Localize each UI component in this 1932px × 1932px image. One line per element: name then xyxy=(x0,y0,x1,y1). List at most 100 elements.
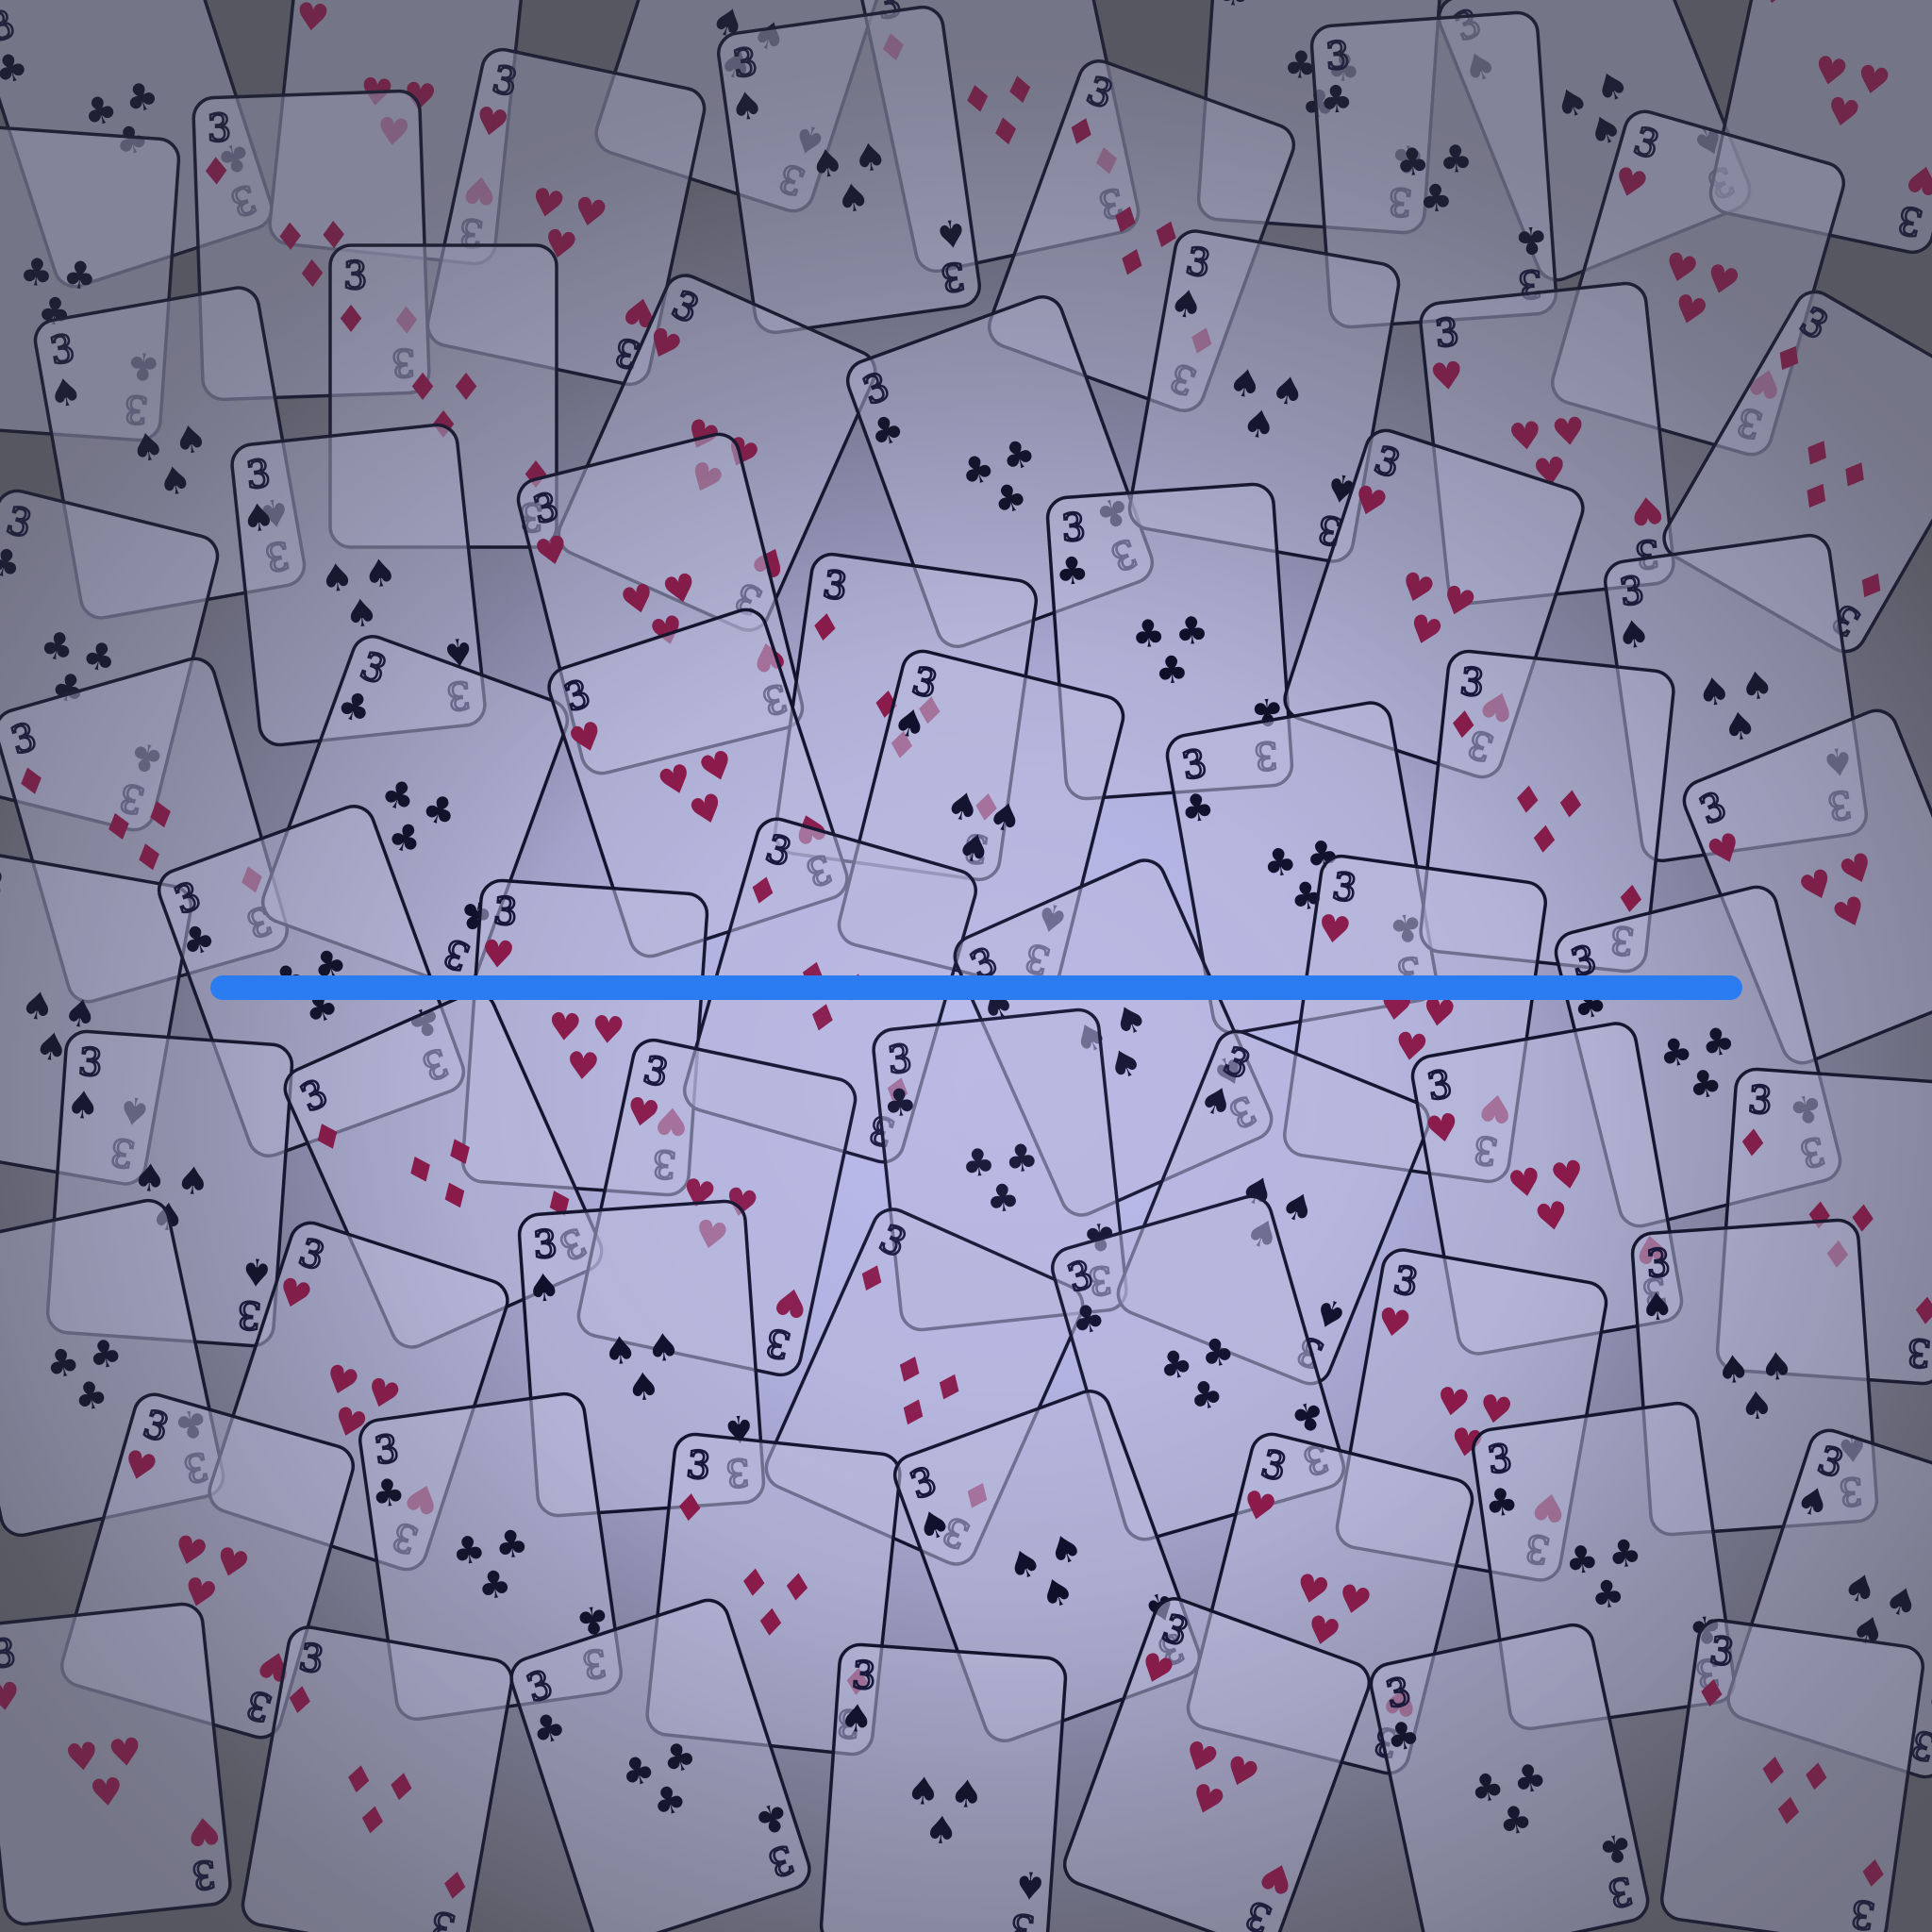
card-rank-label: 3 xyxy=(207,107,232,151)
diamonds-icon: ♦ xyxy=(752,1600,790,1646)
clubs-icon: ♣ xyxy=(1054,549,1091,594)
spades-icon: ♠ xyxy=(1720,703,1759,751)
hearts-icon: ♥ xyxy=(1628,487,1666,533)
card-face xyxy=(1369,1623,1650,1932)
clubs-icon: ♣ xyxy=(1003,1136,1041,1182)
clubs-icon: ♣ xyxy=(1438,137,1474,182)
spades-icon: ♠ xyxy=(905,1769,941,1814)
hearts-icon: ♥ xyxy=(564,1044,601,1090)
hearts-icon: ♥ xyxy=(590,1008,626,1054)
spades-icon: ♠ xyxy=(1239,401,1279,450)
clubs-icon: ♣ xyxy=(369,1470,408,1518)
diamonds-icon: ♦ xyxy=(381,1764,422,1813)
diamonds-icon: ♦ xyxy=(1754,1748,1793,1796)
card-rank-label: 3 xyxy=(886,1037,914,1082)
card-rank-label: 3 xyxy=(343,255,367,298)
clubs-icon: ♣ xyxy=(475,1561,514,1609)
diamonds-icon: ♦ xyxy=(435,1859,475,1908)
diamonds-icon: ♦ xyxy=(778,1565,816,1611)
spades-icon: ♠ xyxy=(948,1773,985,1818)
hearts-icon: ♥ xyxy=(1532,1193,1573,1242)
clubs-icon: ♣ xyxy=(1588,1571,1627,1619)
card-rank-label: 3 xyxy=(1645,1241,1673,1287)
spades-icon: ♠ xyxy=(239,1248,275,1293)
spades-icon: ♠ xyxy=(1739,1384,1775,1429)
clubs-icon: ♣ xyxy=(959,1141,997,1187)
diamonds-icon: ♦ xyxy=(1854,1848,1893,1896)
card-rank-label: 3 xyxy=(244,452,273,497)
spades-icon: ♠ xyxy=(131,1156,168,1201)
card-rank-label: 3 xyxy=(1433,310,1461,356)
spades-icon: ♠ xyxy=(1614,611,1654,659)
diamonds-icon: ♦ xyxy=(1908,1286,1932,1331)
spades-icon: ♠ xyxy=(1758,1344,1795,1390)
card-rank-label: 3 xyxy=(236,1291,263,1337)
diamonds-icon: ♦ xyxy=(1612,874,1650,920)
spades-icon: ♠ xyxy=(1694,669,1734,717)
hearts-icon: ♥ xyxy=(0,1674,23,1721)
hearts-icon: ♥ xyxy=(185,1807,223,1854)
spades-icon: ♠ xyxy=(931,208,971,257)
clubs-icon: ♣ xyxy=(1154,648,1191,693)
card-rank-label: 3 xyxy=(492,890,520,935)
diamonds-icon: ♦ xyxy=(338,1757,378,1806)
hearts-icon: ♥ xyxy=(1432,1379,1473,1428)
clubs-icon: ♣ xyxy=(1177,784,1218,833)
clubs-icon: ♣ xyxy=(1562,1537,1602,1585)
card-face xyxy=(1659,1618,1925,1932)
spades-icon: ♠ xyxy=(851,134,891,182)
card-face xyxy=(819,1642,1068,1932)
spades-icon: ♠ xyxy=(625,1365,662,1410)
card-rank-label: 3 xyxy=(1457,660,1486,706)
clubs-icon: ♣ xyxy=(984,1175,1022,1222)
card-rank-label: 3 xyxy=(1009,1905,1037,1932)
spades-icon: ♠ xyxy=(175,1159,211,1205)
spades-icon: ♠ xyxy=(127,424,168,473)
spades-icon: ♠ xyxy=(240,495,277,541)
card-rank-label: 3 xyxy=(77,1041,105,1086)
playing-card: 33♣♣♣♣♣ xyxy=(1309,10,1558,329)
clubs-icon: ♣ xyxy=(1513,217,1550,262)
diamonds-icon: ♦ xyxy=(449,366,483,409)
playing-card: 33♣♣♣♣♣ xyxy=(509,1598,811,1932)
playing-card: 33♥♥♥♥♥ xyxy=(1062,1597,1372,1932)
card-rank-label: 3 xyxy=(532,1223,559,1268)
clubs-icon: ♣ xyxy=(1215,0,1252,16)
card-rank-label: 3 xyxy=(0,1631,18,1676)
spades-icon: ♠ xyxy=(45,369,86,418)
spades-icon: ♠ xyxy=(1715,1347,1752,1392)
spades-icon: ♠ xyxy=(64,1083,101,1128)
clubs-icon: ♣ xyxy=(61,254,98,299)
spades-icon: ♠ xyxy=(170,416,210,465)
hearts-icon: ♥ xyxy=(1374,1299,1414,1348)
card-rank-label: 3 xyxy=(1906,1329,1932,1374)
card-face xyxy=(509,1598,811,1932)
card-rank-label: 3 xyxy=(684,1443,712,1489)
diamonds-icon: ♦ xyxy=(1796,1754,1836,1802)
diamonds-icon: ♦ xyxy=(1734,1121,1771,1166)
spades-icon: ♠ xyxy=(1738,662,1777,710)
playing-card: 33♥♥♥♥♥ xyxy=(0,1602,232,1926)
clubs-icon: ♣ xyxy=(18,250,55,295)
spades-icon: ♠ xyxy=(1012,1861,1049,1907)
playing-card: 33♦♦♦♦♦ xyxy=(1659,1618,1925,1932)
diamonds-icon: ♦ xyxy=(352,1797,392,1846)
card-face xyxy=(716,5,982,335)
clubs-icon: ♣ xyxy=(449,1527,489,1575)
diamonds-icon: ♦ xyxy=(406,366,440,409)
diamonds-icon: ♦ xyxy=(671,1485,708,1531)
diamonds-icon: ♦ xyxy=(1444,702,1482,748)
diamonds-icon: ♦ xyxy=(1508,777,1546,824)
clubs-icon: ♣ xyxy=(1174,608,1210,654)
diamonds-icon: ♦ xyxy=(199,150,234,194)
diamonds-icon: ♦ xyxy=(273,215,308,259)
hearts-icon: ♥ xyxy=(1507,414,1544,460)
hearts-icon: ♥ xyxy=(1428,354,1466,400)
clubs-icon: ♣ xyxy=(1318,77,1355,123)
clubs-icon: ♣ xyxy=(1418,176,1455,222)
spades-icon: ♠ xyxy=(1224,360,1265,409)
playing-card: 33♣♣♣♣♣ xyxy=(358,1391,624,1722)
